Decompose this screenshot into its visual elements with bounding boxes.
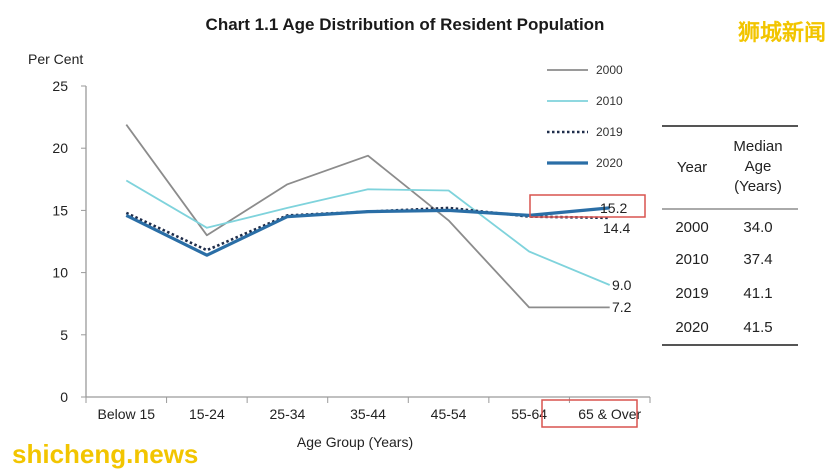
x-tick-label: 45-54 [431,406,467,422]
table-cell-median-age: 37.4 [743,251,772,268]
legend-label-2000: 2000 [596,63,623,77]
legend-label-2010: 2010 [596,94,623,108]
table-cell-median-age: 41.5 [743,319,772,336]
y-tick-label: 10 [52,265,68,281]
highlight-boxes [529,194,646,428]
highlight-box-latest-value [529,194,646,218]
series-lines [125,124,611,309]
table-header-year: Year [677,159,707,176]
x-tick-label: 35-44 [350,406,386,422]
series-line-2000 [125,124,610,309]
y-tick-label: 15 [52,202,68,218]
y-axis-label: Per Cent [28,51,83,67]
table-header-median-age: Age [745,158,772,175]
table-cell-year: 2019 [675,285,708,302]
end-value-label: 7.2 [612,299,632,315]
x-axis-label: Age Group (Years) [297,434,413,450]
y-tick-label: 20 [52,140,68,156]
x-ticks: Below 15 15-24 25-34 35-44 45-54 55-64 65 & Ov… [85,397,651,422]
y-tick-label: 25 [52,78,68,94]
x-tick-label: 65 & Over [578,406,641,422]
watermark-chinese: 狮城新闻 [738,20,826,46]
y-ticks: 0 5 10 15 20 25 [52,78,86,405]
x-tick-label: 55-64 [511,406,547,422]
end-value-label: 14.4 [603,220,630,236]
x-tick-label: Below 15 [97,406,155,422]
chart-title: Chart 1.1 Age Distribution of Resident P… [206,15,605,34]
end-labels: 15.2 14.4 9.0 7.2 [600,200,632,315]
table-cell-year: 2020 [675,319,708,336]
end-value-label: 9.0 [612,277,632,293]
y-tick-label: 0 [60,389,68,405]
x-tick-label: 25-34 [270,406,306,422]
x-tick-label: 15-24 [189,406,225,422]
legend: 2000 2010 2019 2020 [547,63,623,170]
table-cell-median-age: 34.0 [743,219,772,236]
series-line-2020 [125,206,610,257]
end-value-label: 15.2 [600,200,627,216]
legend-label-2020: 2020 [596,156,623,170]
table-cell-median-age: 41.1 [743,285,772,302]
legend-label-2019: 2019 [596,125,623,139]
table-cell-year: 2000 [675,219,708,236]
highlight-box-65-over [541,399,638,428]
series-line-2010 [125,179,611,286]
median-age-table: Year Median Age (Years) 2000 34.0 2010 37.4 2019… [662,125,798,346]
table-header-median-age: (Years) [734,178,782,195]
table-cell-year: 2010 [675,251,708,268]
watermark-site: shicheng.news [12,439,198,469]
table-header-median-age: Median [733,138,782,155]
y-tick-label: 5 [60,327,68,343]
